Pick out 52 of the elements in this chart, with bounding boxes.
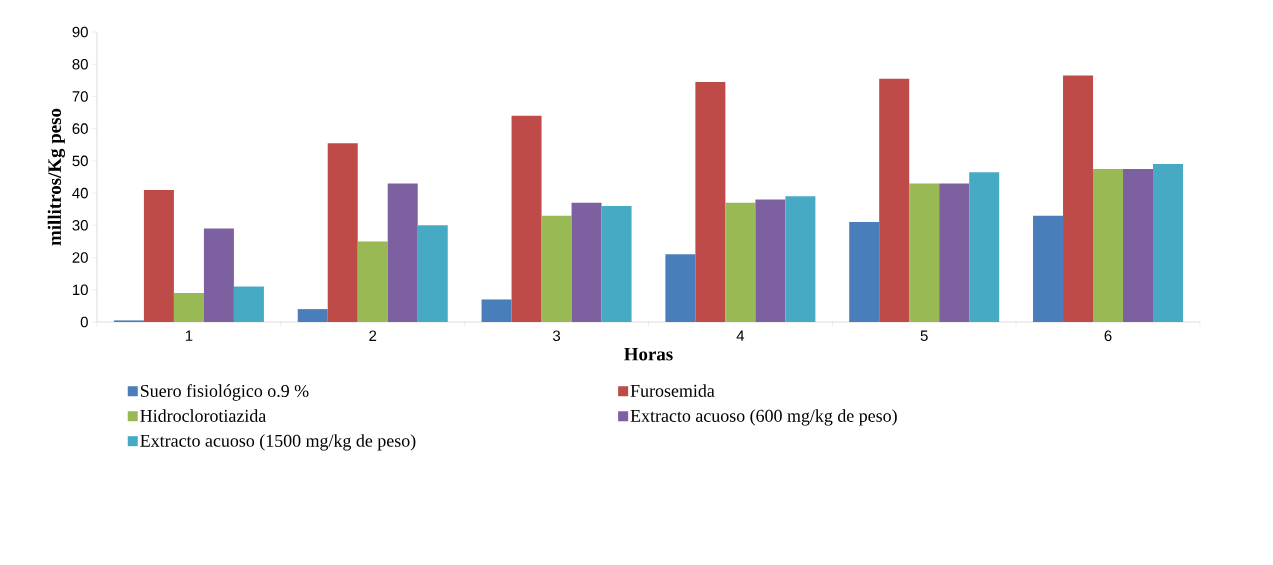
bar [785,196,816,322]
legend-label: Hidroclorotiazida [140,409,266,422]
legend-label: Furosemida [630,384,715,397]
bar [203,228,234,322]
bar [665,254,696,322]
bar [1123,168,1154,322]
legend-label: Extracto acuoso (1500 mg/kg de peso) [140,434,416,451]
x-tick-label: 2 [369,330,377,341]
y-tick-label: 50 [72,155,88,167]
bar [417,225,448,322]
bar [143,189,174,322]
bar [357,241,388,322]
y-axis-title: millitros/Kg peso [47,108,66,246]
y-tick-label: 20 [72,252,88,263]
y-tick-label: 70 [72,91,88,102]
y-tick-label: 10 [73,284,88,296]
bar [511,115,542,322]
x-tick-label: 6 [1104,330,1112,342]
bar [939,183,970,322]
y-tick-label: 40 [72,187,88,199]
y-tick-label: 80 [72,58,88,70]
bar [695,81,726,322]
bar [879,78,910,322]
y-tick-label: 60 [72,123,88,134]
bar [601,206,632,322]
bar [755,199,786,322]
y-tick-label: 0 [80,316,88,328]
bar [387,183,418,322]
x-tick-label: 5 [920,330,928,341]
legend-label: Extracto acuoso (600 mg/kg de peso) [630,409,897,426]
bar [1093,168,1124,322]
bar [541,215,572,322]
bar [233,286,264,322]
bar [849,222,880,322]
x-tick-label: 4 [736,330,745,341]
bar [909,183,940,322]
bar [1153,164,1184,322]
y-tick-label: 90 [72,26,88,38]
bar [1063,75,1094,322]
x-tick-label: 3 [552,330,561,342]
bar [725,202,756,322]
bar [327,143,358,322]
legend-label: Suero fisiológico o.9 % [140,384,309,401]
x-tick-label: 1 [185,330,193,341]
y-tick-label: 30 [72,220,88,231]
bar [571,202,602,322]
bar [1033,215,1064,322]
bar [969,172,1000,322]
bar [297,309,328,322]
x-axis-title: Horas [624,347,673,361]
bar [481,299,512,322]
bar [173,293,204,322]
